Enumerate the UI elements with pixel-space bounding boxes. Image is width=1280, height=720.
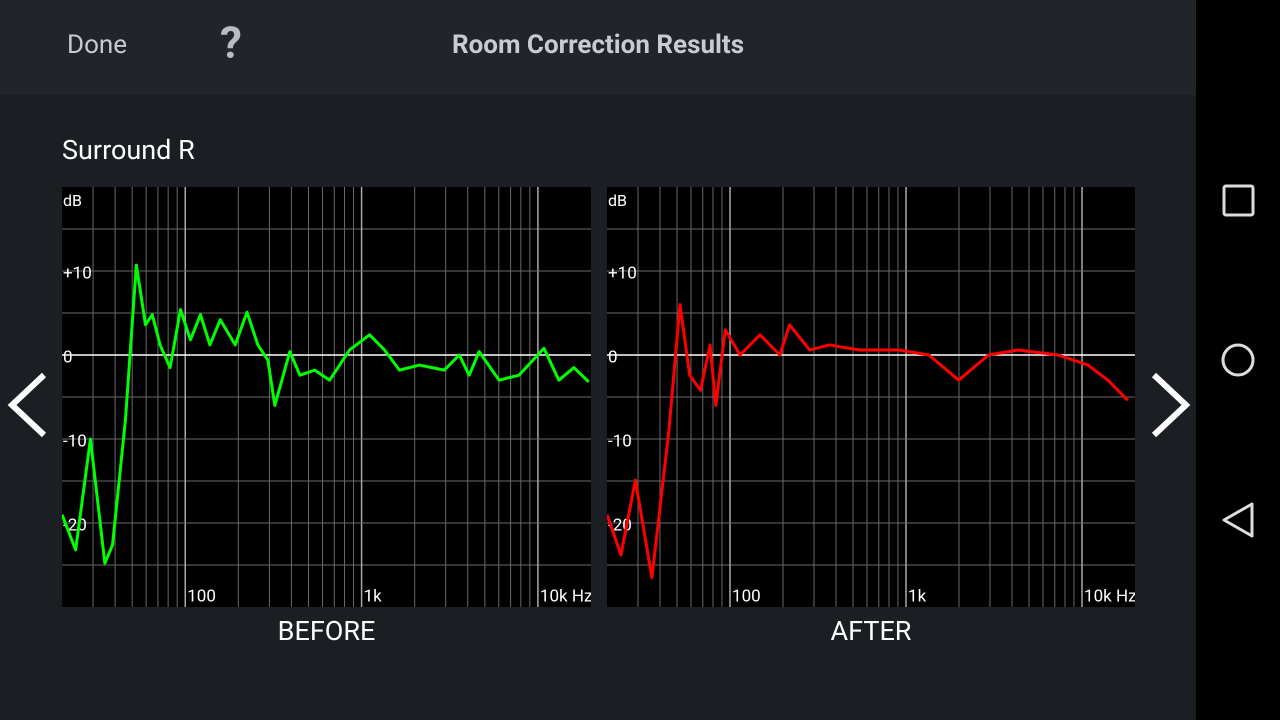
screen-title: Room Correction Results xyxy=(452,30,744,60)
top-bar xyxy=(0,0,1196,95)
y-tick-label: 0 xyxy=(608,347,618,367)
x-tick-label: 1k xyxy=(364,586,383,606)
x-tick-label: 10k Hz xyxy=(1084,586,1137,606)
data-line xyxy=(607,303,1129,580)
y-tick-label: +10 xyxy=(63,263,92,283)
recents-button[interactable] xyxy=(1222,184,1255,217)
x-tick-label: 10k Hz xyxy=(540,586,593,606)
section-title: Surround R xyxy=(62,134,195,166)
y-axis-label: dB xyxy=(63,191,82,210)
y-tick-label: -10 xyxy=(63,431,87,451)
done-button[interactable]: Done xyxy=(67,30,127,60)
prev-arrow[interactable] xyxy=(7,372,47,438)
home-button[interactable] xyxy=(1221,343,1255,377)
nav-bar xyxy=(1196,0,1280,720)
y-tick-label: +10 xyxy=(608,263,637,283)
x-tick-label: 100 xyxy=(732,586,761,606)
y-axis-label: dB xyxy=(608,191,627,210)
y-tick-label: 0 xyxy=(63,347,73,367)
y-tick-label: -10 xyxy=(608,431,632,451)
data-line xyxy=(62,263,590,565)
x-tick-label: 100 xyxy=(187,586,216,606)
next-arrow[interactable] xyxy=(1151,372,1191,438)
back-button[interactable] xyxy=(1222,502,1254,538)
chart-title: BEFORE xyxy=(278,615,376,647)
help-button[interactable]: ? xyxy=(220,17,242,69)
x-tick-label: 1k xyxy=(908,586,927,606)
chart-title: AFTER xyxy=(831,615,912,647)
